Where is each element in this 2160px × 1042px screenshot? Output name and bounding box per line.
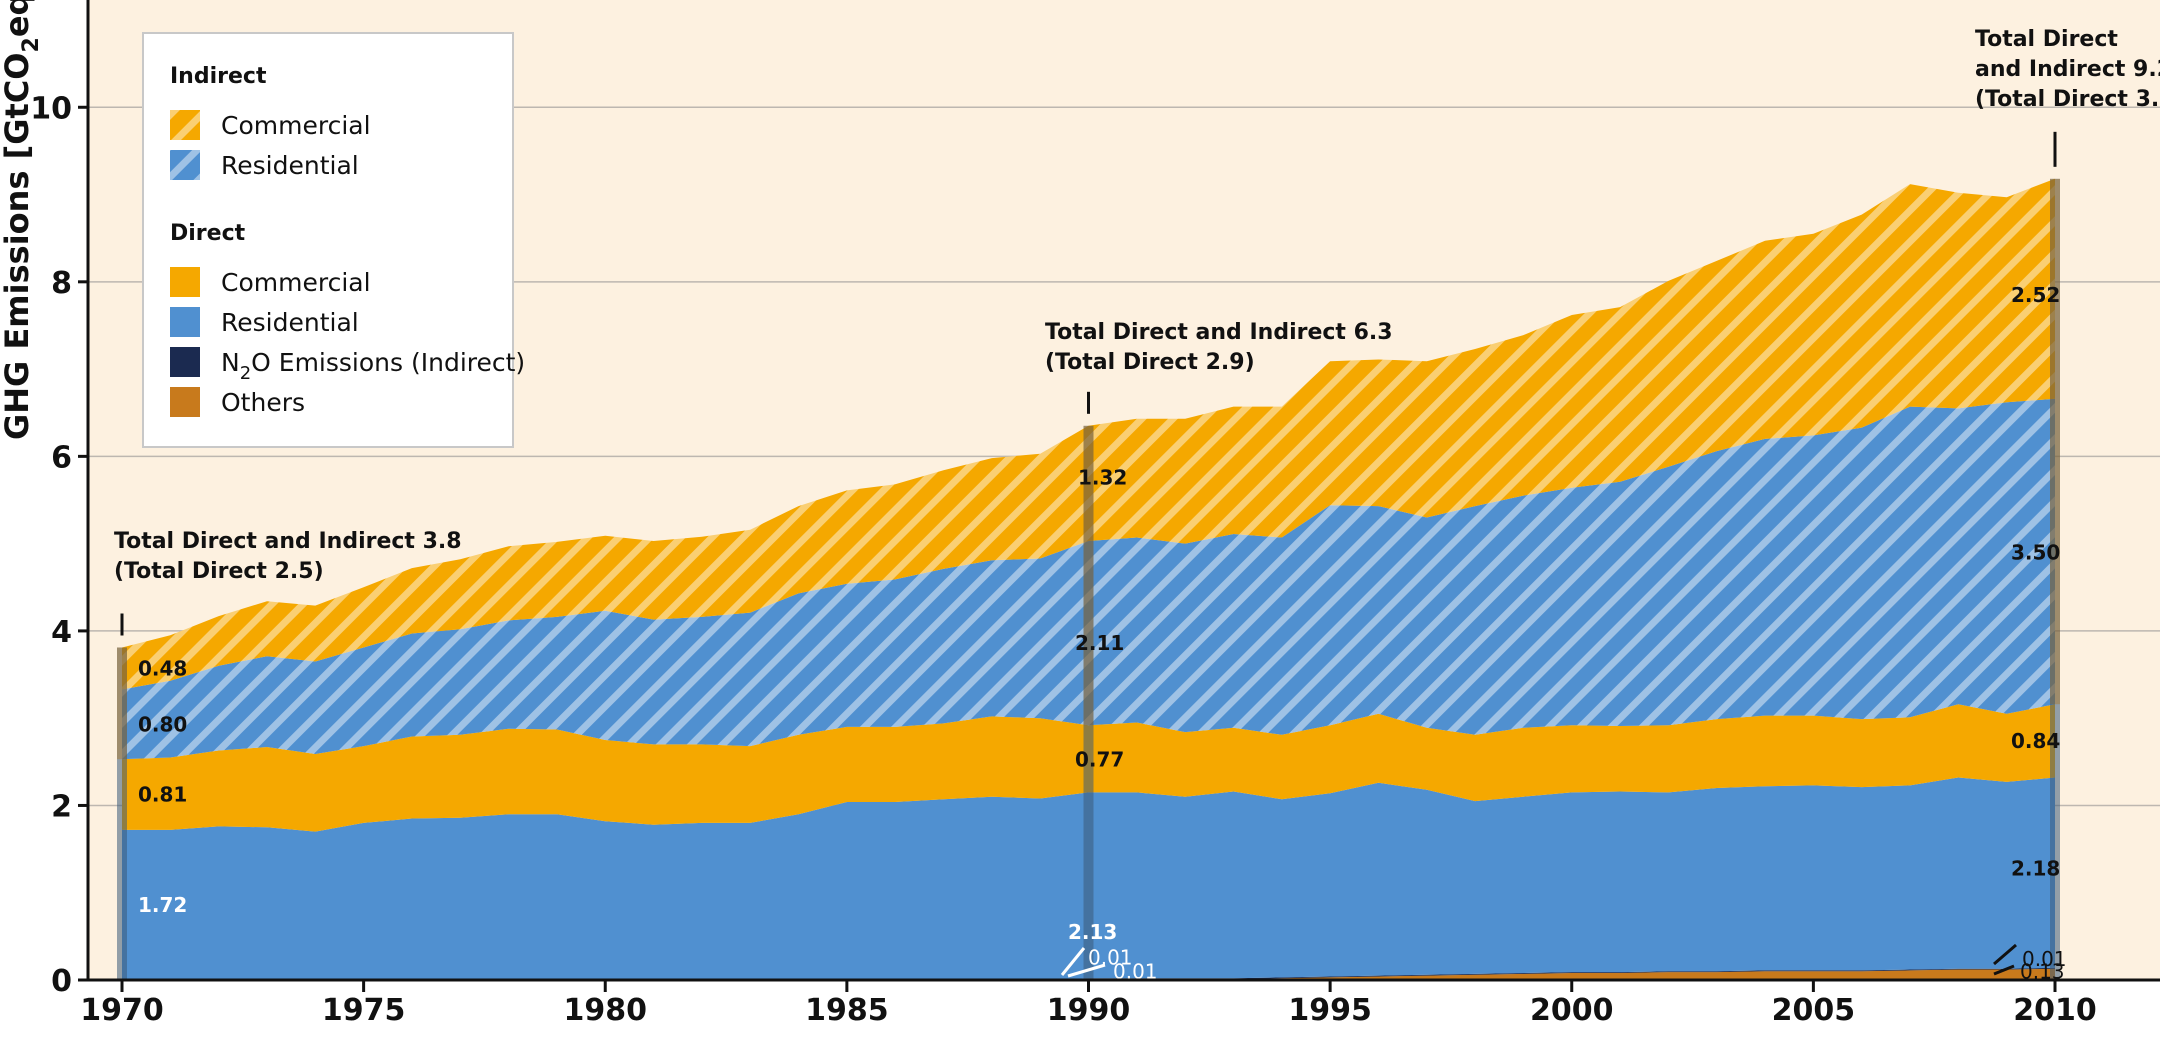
x-tick-label: 1985	[805, 993, 889, 1028]
legend-label-tail: O Emissions (Indirect)	[251, 348, 525, 377]
legend-heading-direct: Direct	[170, 221, 246, 246]
data-label-1970: 0.80	[138, 712, 187, 736]
leader-line	[1993, 964, 2015, 976]
legend-swatch-indirect	[170, 150, 200, 180]
y-axis-title-tail: eq/yr]	[0, 0, 36, 37]
y-axis-title: GHG Emissions [GtCO2eq/yr]	[0, 0, 44, 440]
data-label-2010: 2.18	[2011, 856, 2060, 880]
y-tick-label: 2	[51, 789, 72, 824]
legend-swatch-direct	[170, 267, 200, 297]
y-axis-title-sub: 2	[19, 37, 44, 52]
annotation-line: Total Direct and Indirect 6.3	[1045, 320, 1393, 345]
x-tick-label: 2010	[2013, 993, 2097, 1028]
data-label-1970: 1.72	[138, 893, 187, 917]
data-label-2010: 0.84	[2011, 729, 2060, 753]
annotation-line: Total Direct and Indirect 3.8	[114, 529, 462, 554]
data-label-1970: 0.48	[138, 656, 187, 680]
legend-label-indirect: Commercial	[221, 111, 371, 140]
area-direct-others	[122, 968, 2055, 980]
legend-label-text: Residential	[221, 308, 359, 337]
legend-label-sub: 2	[240, 363, 251, 384]
legend-label-text: Commercial	[221, 268, 371, 297]
legend-swatch-direct	[170, 347, 200, 377]
data-label-2010: 3.50	[2011, 540, 2060, 564]
annotation-2010: Total Direct and Indirect 9.2 (Total Direc…	[1975, 27, 2160, 112]
x-tick-label: 1975	[322, 993, 406, 1028]
year-bar-top-1970	[117, 647, 127, 760]
leader-line	[1067, 963, 1106, 978]
y-tick-label: 6	[51, 440, 72, 475]
legend-label-direct: N2O Emissions (Indirect)	[221, 348, 525, 384]
x-tick-label: 1995	[1288, 993, 1372, 1028]
year-bar-1990	[1083, 425, 1094, 980]
annotation-line: (Total Direct 3.2)	[1975, 87, 2160, 112]
legend-swatch-indirect	[170, 110, 200, 140]
data-label-2010: 2.52	[2011, 283, 2060, 307]
leader-line	[1060, 947, 1086, 976]
annotation-line: (Total Direct 2.5)	[114, 559, 324, 584]
x-tick-label: 1990	[1047, 993, 1131, 1028]
legend-swatch-direct	[170, 387, 200, 417]
leader-line	[1993, 943, 2017, 966]
y-tick-label: 10	[30, 91, 72, 126]
y-tick-label: 8	[51, 266, 72, 301]
legend-label-indirect: Residential	[221, 151, 359, 180]
year-bar-top-2010	[2050, 178, 2060, 705]
annotation-line: Total Direct	[1975, 27, 2118, 52]
legend-label-text: N	[221, 348, 240, 377]
data-label-1990: 0.01	[1088, 945, 1133, 969]
legend-label-direct: Residential	[221, 308, 359, 337]
x-tick-label: 1970	[80, 993, 164, 1028]
y-tick-label: 0	[51, 964, 72, 999]
x-tick-label: 2000	[1530, 993, 1614, 1028]
data-label-1990: 1.32	[1078, 465, 1127, 489]
y-axis-title-main: GHG Emissions [GtCO	[0, 52, 36, 440]
annotation-1970: Total Direct and Indirect 3.8 (Total Dire…	[114, 529, 462, 584]
annotation-line: and Indirect 9.2	[1975, 57, 2160, 82]
year-bar-2010	[2050, 178, 2060, 980]
data-label-1990: 2.11	[1075, 631, 1124, 655]
legend-label-direct: Commercial	[221, 268, 371, 297]
legend-label-direct: Others	[221, 388, 305, 417]
legend: Indirect Commercial Residential Direct Comme…	[142, 32, 525, 448]
legend-heading-indirect: Indirect	[170, 64, 267, 89]
x-tick-label: 1980	[564, 993, 648, 1028]
data-label-1970: 0.81	[138, 783, 187, 807]
data-label-1990: 0.77	[1075, 748, 1124, 772]
data-label-2010: 0.01	[2022, 947, 2067, 971]
legend-swatch-direct	[170, 307, 200, 337]
legend-label-text: Others	[221, 388, 305, 417]
data-labels: Total Direct and Indirect 3.8 (Total Dire…	[114, 27, 2160, 983]
x-tick-label: 2005	[1772, 993, 1856, 1028]
y-tick-label: 4	[51, 615, 72, 650]
data-label-1990: 2.13	[1068, 920, 1117, 944]
legend-box	[142, 32, 514, 448]
year-bar-top-1990	[1083, 425, 1094, 726]
annotation-line: (Total Direct 2.9)	[1045, 350, 1255, 375]
year-markers	[117, 131, 2060, 980]
annotation-1990: Total Direct and Indirect 6.3 (Total Dire…	[1045, 320, 1393, 375]
year-bar-1970	[117, 647, 127, 980]
